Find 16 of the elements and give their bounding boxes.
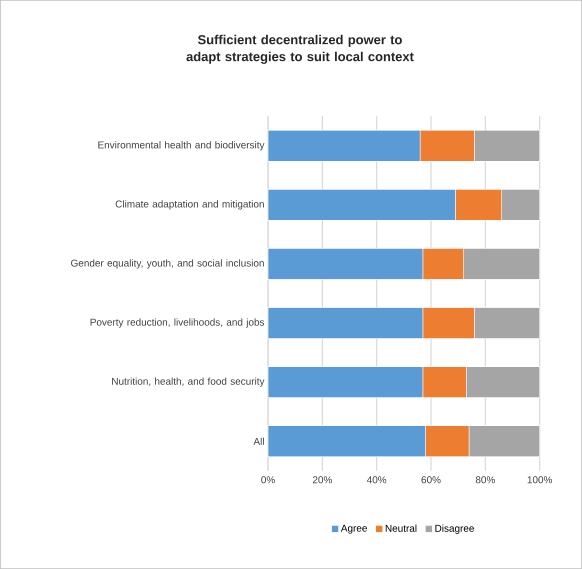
y-tick-label: Environmental health and biodiversity bbox=[98, 141, 264, 150]
x-tick-label: 60% bbox=[422, 476, 441, 484]
x-tick-label: 80% bbox=[476, 476, 495, 484]
x-tick-label: 100% bbox=[528, 476, 552, 484]
chart-title: Sufficient decentralized power to adapt strategies to suit local context bbox=[186, 34, 414, 64]
y-tick-label: All bbox=[253, 438, 264, 445]
legend-label: Disagree bbox=[435, 524, 474, 534]
x-tick-label: 0% bbox=[261, 476, 275, 484]
y-tick-label: Gender equality, youth, and social inclusion bbox=[71, 259, 264, 269]
y-tick-label: Nutrition, health, and food security bbox=[112, 377, 264, 387]
legend-label: Neutral bbox=[386, 524, 416, 532]
x-tick-label: 40% bbox=[366, 476, 386, 484]
x-tick-label: 20% bbox=[312, 476, 332, 484]
y-tick-label: Poverty reduction, livelihoods, and jobs bbox=[90, 318, 264, 328]
legend-label: Agree bbox=[340, 524, 367, 534]
y-tick-label: Climate adaptation and mitigation bbox=[116, 200, 264, 210]
